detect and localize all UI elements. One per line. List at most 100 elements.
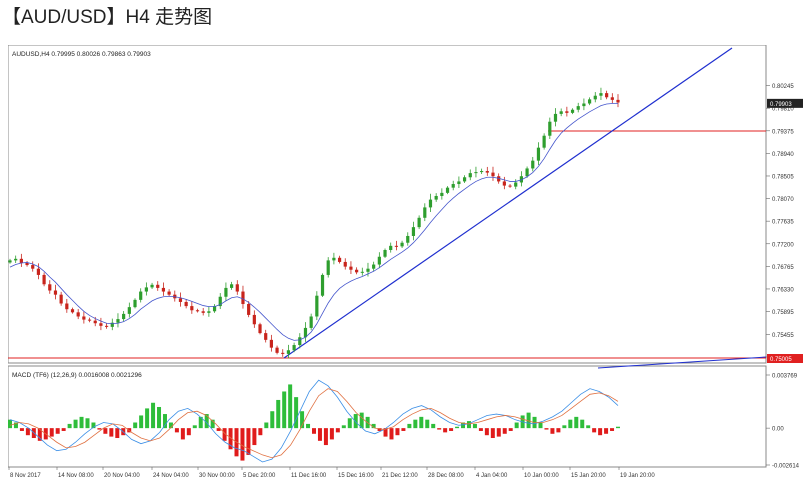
candle-body	[258, 324, 262, 334]
macd-histogram-bar	[616, 426, 620, 429]
time-tick-label: 19 Jan 20:00	[620, 473, 655, 479]
candle-body	[485, 171, 489, 173]
macd-histogram-bar	[282, 391, 287, 429]
macd-histogram-bar	[484, 428, 489, 436]
candle-body	[110, 322, 114, 327]
support-price-label: 0.75005	[770, 357, 792, 363]
page-title: 【AUD/USD】H4 走势图	[2, 7, 213, 28]
candle-body	[36, 268, 41, 275]
macd-histogram-bar	[145, 408, 150, 429]
price-tick-label: 0.78070	[772, 197, 794, 203]
time-tick-label: 11 Dec 16:00	[291, 473, 327, 479]
candle-body	[445, 187, 450, 193]
candle-body	[224, 287, 228, 297]
candle-body	[616, 99, 620, 103]
support-price-tag	[767, 354, 803, 363]
candle-body	[372, 264, 376, 269]
macd-panel	[8, 365, 767, 468]
time-tick-label: 15 Jan 20:00	[571, 473, 606, 479]
candle-body	[582, 103, 586, 107]
candle-body	[531, 160, 535, 169]
macd-histogram-bar	[19, 428, 24, 431]
macd-histogram-bar	[371, 423, 376, 429]
candle-body	[451, 184, 455, 188]
macd-histogram-bar	[502, 428, 507, 434]
candle-body	[417, 217, 421, 228]
macd-histogram-bar	[270, 411, 275, 429]
macd-histogram-bar	[258, 428, 263, 436]
macd-histogram-bar	[312, 428, 316, 434]
candle-body	[190, 306, 194, 311]
candle-body	[326, 260, 330, 275]
macd-histogram-bar	[544, 428, 549, 430]
candle-body	[82, 316, 86, 320]
macd-tick-label: 0.003769	[772, 374, 798, 380]
macd-histogram-bar	[55, 428, 60, 434]
time-tick-label: 5 Dec 20:00	[243, 473, 276, 479]
trend-line	[283, 47, 733, 359]
macd-histogram-bar	[216, 428, 221, 431]
price-tick-label: 0.75895	[772, 310, 794, 316]
candle-body	[570, 109, 575, 113]
candle-body	[48, 284, 52, 291]
time-tick-label: 10 Jan 00:00	[524, 473, 559, 479]
price-tick-label: 0.78505	[772, 174, 794, 180]
macd-histogram-bar	[407, 423, 412, 429]
candle-body	[201, 311, 205, 313]
candle-body	[411, 227, 416, 236]
candle-body	[565, 111, 569, 113]
macd-histogram-bar	[562, 425, 567, 429]
macd-signal-line	[9, 388, 619, 459]
time-tick-label: 30 Nov 00:00	[199, 473, 235, 479]
time-tick-label: 4 Jan 04:00	[476, 473, 508, 479]
macd-histogram-bar	[550, 428, 555, 434]
candle-body	[156, 284, 160, 288]
macd-histogram-bar	[306, 423, 311, 429]
candle-body	[360, 271, 364, 273]
current-price-tag	[767, 98, 803, 108]
macd-histogram-bar	[252, 428, 257, 446]
candle-body	[235, 284, 239, 292]
candle-body	[93, 320, 97, 324]
macd-histogram-bar	[25, 428, 30, 436]
macd-histogram-bar	[91, 422, 96, 429]
macd-histogram-bar	[341, 425, 346, 429]
macd-histogram-bar	[168, 422, 173, 429]
macd-histogram-bar	[377, 428, 382, 431]
candle-body	[99, 323, 103, 326]
candle-body	[525, 168, 529, 177]
candle-body	[337, 257, 342, 262]
time-tick-label: 8 Nov 2017	[10, 473, 41, 479]
macd-histogram-bar	[300, 411, 305, 429]
macd-histogram-bar	[466, 421, 471, 429]
price-tick-label: 0.76330	[772, 287, 794, 293]
candle-body	[161, 287, 166, 292]
candle-body	[462, 177, 467, 182]
candle-body	[576, 106, 580, 110]
macd-histogram-bar	[204, 414, 209, 429]
candle-body	[275, 347, 279, 353]
candle-body	[184, 301, 188, 307]
macd-histogram-bar	[461, 422, 466, 429]
candle-body	[8, 260, 12, 263]
macd-histogram-bar	[329, 428, 334, 440]
candle-body	[468, 173, 472, 178]
candle-body	[65, 303, 69, 310]
macd-histogram-bar	[604, 428, 609, 434]
macd-histogram-bar	[431, 423, 436, 429]
price-tick-label: 0.79810	[772, 107, 794, 113]
macd-tick-label: -0.002614	[772, 464, 800, 470]
candle-body	[116, 319, 120, 323]
candle-body	[212, 306, 217, 312]
macd-histogram-bar	[478, 428, 483, 431]
candle-body	[394, 245, 398, 247]
macd-histogram-bar	[133, 422, 138, 429]
macd-histogram-bar	[49, 428, 54, 437]
macd-histogram-bar	[174, 428, 179, 433]
macd-histogram-bar	[586, 425, 591, 429]
macd-histogram-bar	[592, 428, 597, 433]
macd-histogram-bar	[419, 416, 424, 429]
macd-histogram-bar	[395, 428, 400, 436]
macd-histogram-bar	[556, 428, 561, 433]
candle-body	[610, 97, 614, 100]
